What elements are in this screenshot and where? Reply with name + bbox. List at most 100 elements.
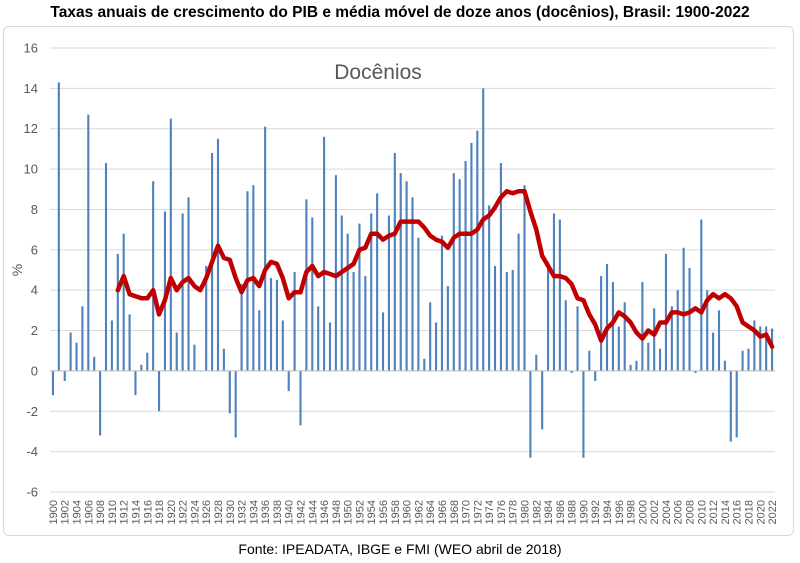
bar — [328, 322, 332, 371]
x-tick-label: 1922 — [178, 500, 190, 524]
bar — [405, 181, 408, 371]
bar — [558, 219, 561, 371]
bar — [134, 370, 137, 396]
bar — [641, 282, 644, 371]
x-tick-label: 2000 — [637, 500, 649, 524]
x-tick-label: 1916 — [142, 500, 154, 524]
y-tick-label: 16 — [24, 41, 38, 56]
x-tick-label: 1956 — [378, 500, 390, 524]
bar — [517, 233, 520, 371]
bar — [57, 82, 60, 371]
x-tick-label: 2016 — [732, 500, 744, 524]
x-tick-label: 1902 — [60, 500, 72, 524]
bar — [676, 290, 679, 371]
x-tick-label: 2010 — [696, 500, 708, 524]
bar — [399, 173, 402, 371]
bar — [458, 179, 461, 371]
bar — [240, 284, 243, 371]
x-tick-label: 2020 — [755, 500, 767, 524]
bar — [311, 217, 314, 371]
x-tick-label: 1936 — [260, 500, 272, 524]
bar — [582, 370, 585, 458]
bar — [482, 88, 485, 371]
bar — [435, 322, 438, 371]
y-tick-label: 12 — [24, 121, 38, 136]
x-tick-label: 1926 — [201, 500, 213, 524]
bar — [476, 130, 479, 371]
bar — [122, 233, 125, 371]
bar — [423, 358, 426, 371]
bar — [594, 370, 597, 381]
x-tick-label: 1904 — [72, 500, 84, 524]
bar — [682, 247, 685, 371]
bar — [152, 181, 155, 371]
bar — [352, 272, 355, 371]
bar — [340, 215, 343, 371]
bar — [264, 126, 267, 371]
bar — [470, 142, 473, 371]
x-tick-label: 1978 — [508, 500, 520, 524]
bar — [488, 205, 491, 371]
bar — [99, 370, 102, 436]
bar — [393, 152, 396, 371]
bar — [187, 197, 190, 371]
bar — [93, 356, 96, 371]
x-tick-label: 1912 — [119, 500, 131, 524]
y-tick-label: -4 — [26, 444, 38, 459]
x-tick-label: 1958 — [390, 500, 402, 524]
y-tick-label: -2 — [26, 404, 38, 419]
bar — [358, 223, 361, 371]
bar — [600, 276, 603, 371]
bar — [623, 302, 626, 371]
x-tick-label: 1976 — [496, 500, 508, 524]
bar — [694, 370, 697, 373]
bar — [529, 370, 532, 458]
bar — [706, 290, 709, 371]
x-tick-label: 1908 — [95, 500, 107, 524]
bar — [493, 265, 497, 371]
bar — [228, 370, 231, 414]
bar — [269, 278, 273, 371]
bar — [216, 138, 220, 371]
bar — [446, 286, 449, 371]
x-tick-label: 1962 — [413, 500, 425, 524]
bar — [770, 328, 774, 371]
bar — [735, 370, 738, 438]
x-tick-labels: 1900 1902 1904 1906 1908 1910 1912 1914 1916 1918… — [48, 500, 779, 524]
bar — [234, 370, 237, 438]
chart-inner-title: Docênios — [334, 61, 422, 84]
bar — [323, 136, 326, 371]
bar — [499, 163, 502, 371]
bar — [140, 364, 143, 371]
y-tick-label: 6 — [31, 242, 38, 257]
x-tick-label: 1980 — [519, 500, 531, 524]
bar — [523, 185, 526, 371]
bar — [258, 310, 261, 371]
x-tick-label: 1996 — [614, 500, 626, 524]
bar — [588, 350, 591, 371]
bar — [417, 237, 420, 371]
x-tick-label: 2002 — [649, 500, 661, 524]
bar — [741, 350, 744, 371]
bar — [547, 261, 550, 371]
bar — [670, 306, 673, 371]
x-tick-label: 1928 — [213, 500, 225, 524]
bar — [175, 332, 178, 371]
x-tick-label: 1942 — [296, 500, 308, 524]
x-tick-label: 1938 — [272, 500, 284, 524]
x-tick-label: 1910 — [107, 500, 119, 524]
bar — [381, 312, 385, 371]
y-tick-label: 2 — [31, 323, 38, 338]
bar — [69, 332, 72, 371]
bar — [370, 213, 373, 371]
x-tick-label: 1952 — [354, 500, 366, 524]
bar — [452, 173, 455, 371]
bar — [275, 280, 278, 371]
bar — [605, 263, 609, 371]
bar — [293, 272, 296, 371]
moving-average-series — [115, 189, 775, 349]
bar — [688, 267, 691, 371]
x-tick-label: 1968 — [449, 500, 461, 524]
x-tick-label: 1992 — [590, 500, 602, 524]
bar — [346, 233, 349, 371]
